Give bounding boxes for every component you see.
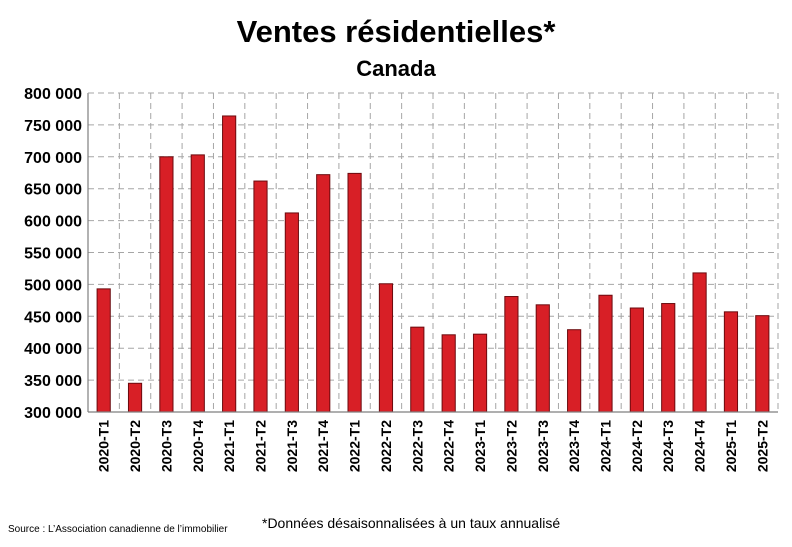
bar [284,212,299,413]
bar [253,180,268,413]
bar [598,294,613,413]
x-tick-label: 2022-T4 [441,420,457,472]
y-tick-label: 500 000 [24,277,82,294]
x-tick-label: 2022-T2 [378,420,394,472]
bar [723,311,739,413]
y-tick-label: 400 000 [24,341,82,358]
bar [441,334,456,413]
x-tick-label: 2022-T3 [409,420,425,472]
bar [96,288,111,413]
bar [410,326,425,413]
x-tick-label: 2025-T1 [723,420,739,472]
x-tick-label: 2020-T2 [127,420,143,472]
y-tick-label: 700 000 [24,150,82,167]
y-tick-label: 800 000 [24,86,82,103]
y-tick-label: 650 000 [24,182,82,199]
x-axis-ticks: 2020-T1 2020-T2 2020-T3 2020-T4 2021-T1 2021-… [96,420,771,472]
x-tick-label: 2022-T1 [347,420,363,472]
chart-title: Ventes résidentielles* [237,14,557,49]
footnote: *Données désaisonnalisées à un taux annu… [262,515,560,531]
x-tick-label: 2020-T3 [158,420,174,472]
x-tick-label: 2025-T2 [754,420,770,472]
bar [629,307,644,413]
x-tick-label: 2021-T2 [253,420,269,472]
bar [661,303,676,413]
x-tick-label: 2020-T1 [96,420,112,472]
bar [127,382,143,413]
x-tick-label: 2023-T2 [503,420,519,472]
y-tick-label: 450 000 [24,309,82,326]
bar [347,172,362,413]
y-tick-label: 600 000 [24,214,82,231]
x-tick-label: 2024-T3 [660,420,676,472]
bar [567,329,582,413]
bars [96,115,770,413]
bar [159,156,174,413]
x-tick-label: 2023-T1 [472,420,488,472]
bar [472,333,488,413]
x-tick-label: 2024-T1 [598,420,614,472]
x-tick-label: 2023-T3 [535,420,551,472]
bar [190,154,205,413]
y-tick-label: 550 000 [24,246,82,263]
bar [378,283,394,413]
x-tick-label: 2021-T4 [315,420,331,472]
x-tick-label: 2024-T4 [692,420,708,472]
y-tick-label: 750 000 [24,118,82,135]
axes [87,92,778,413]
bar [316,174,331,413]
bar [755,315,770,413]
y-axis-ticks: 300 000 350 000 400 000 450 000 500 000 550 0… [24,86,82,422]
x-tick-label: 2021-T1 [221,420,237,472]
y-tick-label: 350 000 [24,373,82,390]
bar [504,296,519,413]
chart-subtitle: Canada [356,56,436,81]
x-tick-label: 2023-T4 [566,420,582,472]
bar [692,272,707,413]
bar [222,115,237,413]
source-note: Source : L’Association canadienne de l’i… [8,524,228,535]
y-tick-label: 300 000 [24,405,82,422]
x-tick-label: 2021-T3 [284,420,300,472]
x-tick-label: 2024-T2 [629,420,645,472]
bar [535,304,550,413]
x-tick-label: 2020-T4 [190,420,206,472]
